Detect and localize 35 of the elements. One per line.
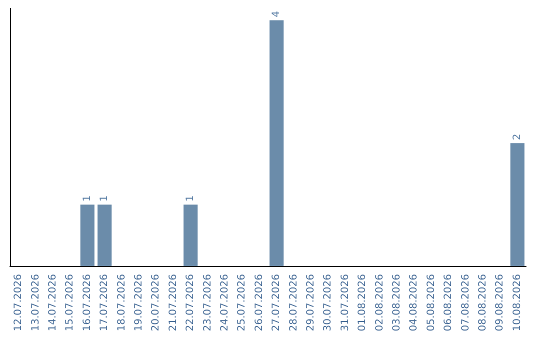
x-tick-label: 02.08.2026 — [374, 274, 386, 332]
data-label: 1 — [99, 195, 110, 202]
x-tick-label: 10.08.2026 — [512, 274, 523, 332]
x-tick-label: 26.07.2026 — [254, 274, 265, 332]
x-tick-label: 15.07.2026 — [64, 274, 76, 332]
x-tick-label: 01.08.2026 — [357, 274, 368, 332]
x-tick-label: 31.07.2026 — [340, 274, 351, 332]
x-tick-label: 18.07.2026 — [116, 274, 128, 332]
x-tick-label: 21.07.2026 — [168, 274, 179, 332]
data-label: 2 — [512, 134, 523, 140]
data-label: 1 — [185, 195, 196, 202]
x-tick-label: 28.07.2026 — [288, 274, 300, 332]
data-label: 1 — [82, 195, 93, 202]
x-tick-label: 08.08.2026 — [478, 274, 488, 332]
x-tick-label: 07.08.2026 — [460, 274, 472, 332]
x-tick-label: 05.08.2026 — [426, 274, 437, 332]
x-tick-label: 04.08.2026 — [408, 274, 420, 332]
x-tick-label: 25.07.2026 — [236, 274, 248, 332]
x-tick-label: 23.07.2026 — [202, 274, 214, 332]
x-tick-label: 09.08.2026 — [494, 274, 506, 332]
x-tick-label: 12.07.2026 — [13, 274, 24, 332]
x-tick-label: 06.08.2026 — [443, 274, 454, 332]
x-tick-label: 30.07.2026 — [322, 274, 334, 332]
data-label: 4 — [271, 10, 282, 18]
x-tick-label: 13.07.2026 — [30, 274, 42, 332]
x-tick-label: 20.07.2026 — [150, 274, 162, 332]
x-tick-label: 22.07.2026 — [185, 274, 196, 332]
x-tick-label: 24.07.2026 — [220, 274, 230, 332]
x-tick-label: 17.07.2026 — [99, 274, 110, 332]
x-tick-label: 29.07.2026 — [306, 274, 316, 332]
x-tick-label: 19.07.2026 — [134, 274, 144, 332]
x-tick-label: 27.07.2026 — [271, 274, 282, 332]
x-tick-label: 14.07.2026 — [48, 274, 58, 332]
x-tick-label: 16.07.2026 — [82, 274, 93, 332]
x-tick-label: 03.08.2026 — [392, 274, 402, 332]
